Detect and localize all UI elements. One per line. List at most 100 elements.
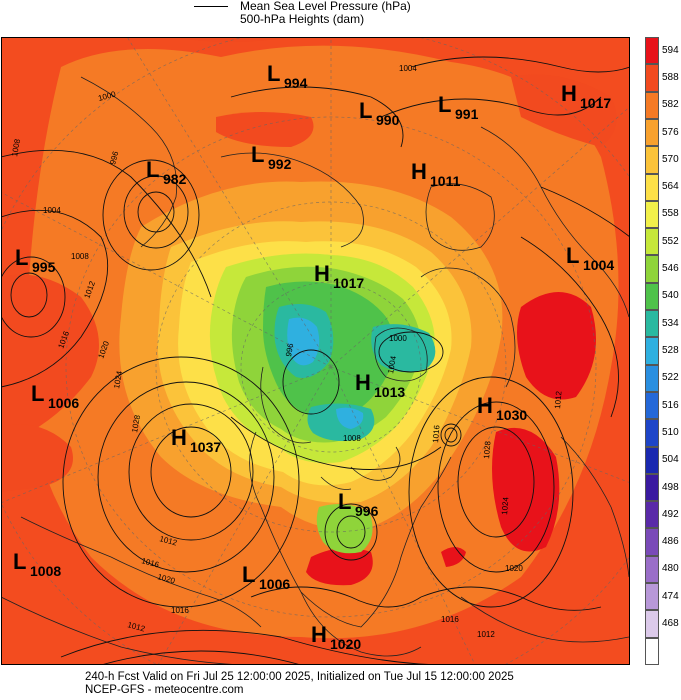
colorbar-label: 492 xyxy=(662,508,679,520)
colorbar-swatch xyxy=(645,446,659,474)
contour-label: 1008 xyxy=(10,138,22,158)
colorbar-swatch xyxy=(645,118,659,147)
colorbar-label: 588 xyxy=(662,71,679,83)
svg-text:995: 995 xyxy=(32,259,56,275)
weather-map: 1004 1000 996 1008 1004 1008 1012 1016 1… xyxy=(1,37,630,665)
pressure-center: L 990 xyxy=(359,98,400,128)
colorbar-label: 480 xyxy=(662,563,679,575)
colorbar-label: 564 xyxy=(662,181,679,193)
pressure-center: L 995 xyxy=(15,245,56,275)
pressure-center: L 996 xyxy=(338,489,379,519)
colorbar-swatch xyxy=(645,583,659,611)
colorbar-label: 468 xyxy=(662,618,679,630)
colorbar-label: 522 xyxy=(662,372,679,384)
svg-text:991: 991 xyxy=(455,106,479,122)
graticule xyxy=(1,37,630,665)
pressure-center: H 1037 xyxy=(171,425,221,455)
pressure-center: L 1008 xyxy=(13,549,61,579)
height-fields xyxy=(1,37,630,665)
colorbar-label: 570 xyxy=(662,153,679,165)
pressure-center: H 1017 xyxy=(561,81,611,111)
colorbar-swatch xyxy=(645,310,659,338)
pressure-center: L 991 xyxy=(438,92,479,122)
svg-text:992: 992 xyxy=(268,156,292,172)
colorbar-label: 516 xyxy=(662,399,679,411)
svg-text:1037: 1037 xyxy=(190,439,221,455)
svg-text:1013: 1013 xyxy=(374,384,405,400)
valid-time-line: 240-h Fcst Valid on Fri Jul 25 12:00:00 … xyxy=(85,671,514,683)
colorbar-label: 552 xyxy=(662,235,679,247)
contour-labels: 1004 1000 996 1008 1004 1008 1012 1016 1… xyxy=(10,64,563,639)
pressure-center: L 1004 xyxy=(566,243,614,273)
svg-text:L: L xyxy=(566,243,579,268)
svg-text:996: 996 xyxy=(355,503,379,519)
contour-label: 1016 xyxy=(431,424,442,443)
svg-text:1017: 1017 xyxy=(333,275,364,291)
colorbar-swatch xyxy=(645,473,659,502)
colorbar-label: 546 xyxy=(662,263,679,275)
colorbar-swatch xyxy=(645,419,659,447)
isobars xyxy=(1,56,630,665)
contour-label: 1016 xyxy=(441,615,459,624)
svg-text:1020: 1020 xyxy=(330,636,361,652)
svg-text:1017: 1017 xyxy=(580,95,611,111)
svg-text:L: L xyxy=(242,562,255,587)
svg-text:L: L xyxy=(338,489,351,514)
mslp-legend-label: Mean Sea Level Pressure (hPa) xyxy=(240,0,411,13)
svg-text:H: H xyxy=(314,261,330,286)
contour-label: 1008 xyxy=(71,252,89,261)
svg-text:1030: 1030 xyxy=(496,407,527,423)
pressure-center: L 992 xyxy=(251,142,292,172)
svg-text:H: H xyxy=(561,81,577,106)
height-colorbar: 594 588 582 576 570 564 558 552 546 540 534 528 522 5… xyxy=(645,37,681,665)
colorbar-swatch xyxy=(645,228,659,256)
svg-text:1006: 1006 xyxy=(259,576,290,592)
map-footer: 240-h Fcst Valid on Fri Jul 25 12:00:00 … xyxy=(0,671,681,700)
svg-text:H: H xyxy=(171,425,187,450)
colorbar-swatch xyxy=(645,255,659,283)
contour-label: 1008 xyxy=(343,434,361,443)
contour-label: 996 xyxy=(108,150,120,166)
svg-text:L: L xyxy=(251,142,264,167)
pressure-center: H 1030 xyxy=(477,393,527,423)
coastlines xyxy=(1,76,630,665)
colorbar-label: 594 xyxy=(662,44,679,56)
colorbar-swatch xyxy=(645,91,659,119)
colorbar-label: 474 xyxy=(662,590,679,602)
svg-text:H: H xyxy=(311,622,327,647)
colorbar-swatch xyxy=(645,364,659,392)
svg-text:L: L xyxy=(438,92,451,117)
svg-text:L: L xyxy=(31,381,44,406)
heights-legend-label: 500-hPa Heights (dam) xyxy=(240,12,365,26)
colorbar-swatch xyxy=(645,37,659,65)
colorbar-label: 576 xyxy=(662,126,679,138)
svg-text:990: 990 xyxy=(376,112,400,128)
contour-label: 1012 xyxy=(477,630,495,639)
colorbar-label: 510 xyxy=(662,426,679,438)
source-line: NCEP-GFS - meteocentre.com xyxy=(85,684,244,696)
colorbar-label: 558 xyxy=(662,208,679,220)
svg-text:982: 982 xyxy=(163,171,187,187)
colorbar-swatch xyxy=(645,610,659,638)
pressure-center: H 1011 xyxy=(411,159,461,189)
colorbar-swatch xyxy=(645,528,659,556)
colorbar-label: 504 xyxy=(662,454,679,466)
pressure-centers: L 994 L 990 L 991 H 1017 L 982 L 992 H 1011 L 99… xyxy=(13,61,614,652)
colorbar-swatch xyxy=(645,173,659,201)
colorbar-swatch xyxy=(645,64,659,92)
contour-label: 1004 xyxy=(399,64,417,73)
colorbar-label: 528 xyxy=(662,345,679,356)
pressure-center: L 982 xyxy=(146,157,187,187)
contour-label: 1024 xyxy=(112,370,124,390)
pressure-center: L 994 xyxy=(267,61,308,91)
svg-text:L: L xyxy=(15,245,28,270)
mslp-line-sample xyxy=(194,6,228,7)
svg-text:L: L xyxy=(359,98,372,123)
svg-text:1004: 1004 xyxy=(583,257,614,273)
pressure-center: L 1006 xyxy=(242,562,290,592)
contour-label: 1028 xyxy=(482,440,493,459)
contour-label: 1020 xyxy=(505,564,523,573)
svg-text:H: H xyxy=(355,370,371,395)
svg-text:1006: 1006 xyxy=(48,395,79,411)
svg-text:1011: 1011 xyxy=(430,173,461,189)
